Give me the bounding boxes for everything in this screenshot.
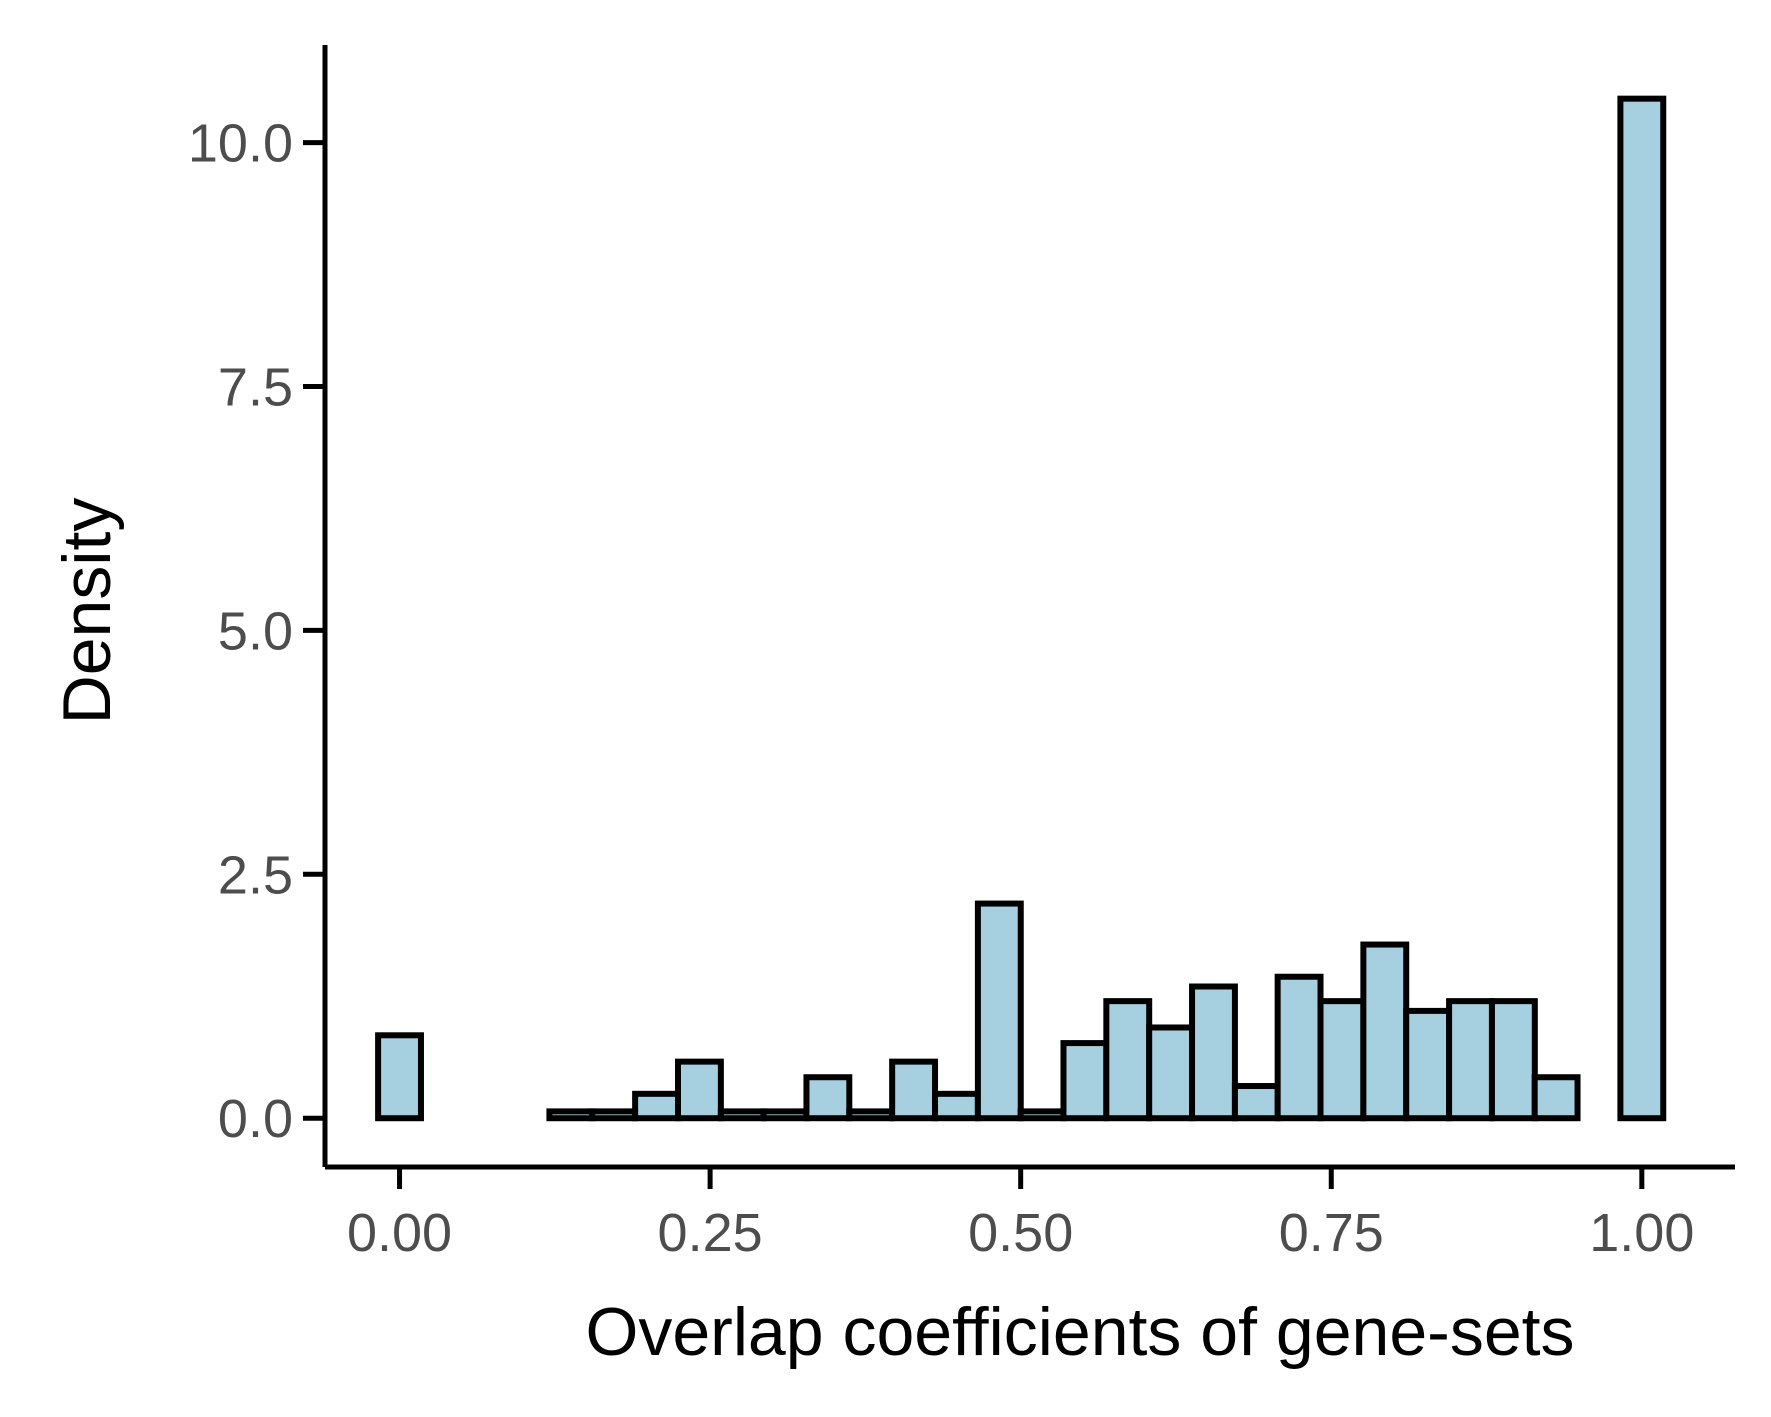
y-tick-label: 10.0: [188, 114, 293, 174]
histogram-bar: [1617, 95, 1667, 1122]
histogram-bar: [717, 1108, 767, 1122]
y-tick-label: 2.5: [218, 845, 293, 905]
histogram-bar: [846, 1108, 896, 1122]
histogram-bar: [1360, 941, 1410, 1122]
histogram-bar: [1231, 1083, 1281, 1122]
histogram-bar: [760, 1108, 810, 1122]
histogram-bar: [1146, 1024, 1196, 1122]
y-tick-label: 0.0: [218, 1089, 293, 1149]
histogram-bar: [803, 1074, 853, 1122]
y-tick-label: 5.0: [218, 601, 293, 661]
histogram-bar: [1060, 1040, 1110, 1122]
histogram-bar: [1189, 983, 1238, 1122]
histogram-bar: [1274, 973, 1324, 1122]
histogram-bar: [1488, 998, 1538, 1122]
histogram-bar: [546, 1108, 596, 1122]
x-tick-label: 0.50: [968, 1203, 1073, 1263]
histogram-bar: [1531, 1074, 1581, 1122]
x-tick-label: 1.00: [1589, 1203, 1694, 1263]
x-tick-label: 0.00: [347, 1203, 452, 1263]
bars-layer: [375, 95, 1667, 1122]
histogram-bar: [632, 1090, 681, 1122]
y-ticks-layer: 0.0 2.5 5.0 7.5 10.0: [188, 114, 325, 1149]
histogram-bar: [1446, 998, 1495, 1122]
histogram-bar: [974, 900, 1024, 1122]
histogram-bar: [932, 1090, 981, 1122]
histogram-bar: [1103, 998, 1153, 1122]
x-ticks-layer: 0.00 0.25 0.50 0.75 1.00: [347, 1167, 1694, 1263]
histogram-bar: [1317, 998, 1367, 1122]
x-axis-title: Overlap coefficients of gene-sets: [585, 1294, 1574, 1370]
histogram-bar: [589, 1108, 639, 1122]
histogram-bar: [674, 1058, 724, 1122]
histogram-bar: [1403, 1007, 1453, 1122]
histogram-bar: [1017, 1108, 1067, 1122]
y-tick-label: 7.5: [218, 357, 293, 417]
y-axis-title: Density: [49, 498, 125, 725]
histogram-bar: [889, 1058, 939, 1122]
x-tick-label: 0.75: [1279, 1203, 1384, 1263]
x-tick-label: 0.25: [658, 1203, 763, 1263]
histogram-bar: [375, 1032, 424, 1122]
